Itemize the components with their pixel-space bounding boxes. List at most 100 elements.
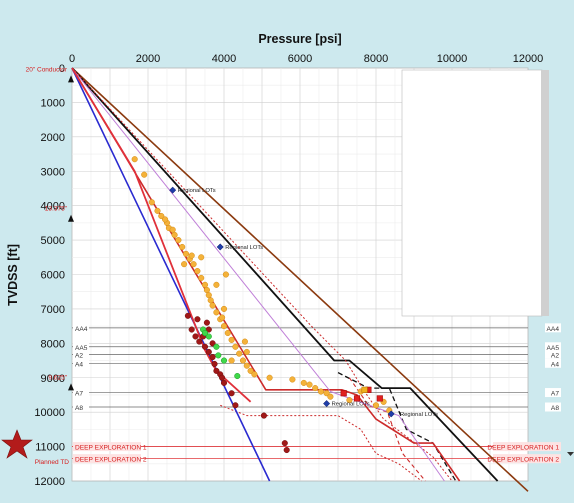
data-point xyxy=(215,352,222,359)
series-line xyxy=(220,404,422,482)
data-point xyxy=(232,402,239,409)
data-point xyxy=(232,343,239,350)
data-point xyxy=(266,374,273,381)
casing-markers: 20" Conductor 13.375" 9.625" xyxy=(26,66,74,391)
horizon-label-bg xyxy=(73,388,89,398)
data-point xyxy=(203,319,210,326)
y-tick-label: 7000 xyxy=(41,304,65,316)
data-point xyxy=(251,371,258,378)
data-point xyxy=(131,156,138,163)
casing-label: 20" Conductor xyxy=(26,66,68,73)
data-point xyxy=(353,395,361,402)
horizon-label-left: A2 xyxy=(75,352,83,359)
horizon-label-bg xyxy=(73,454,141,464)
y-tick-label: 10000 xyxy=(34,407,65,419)
data-point xyxy=(323,400,331,408)
casing-triangle-icon xyxy=(68,75,74,83)
data-point xyxy=(162,216,169,223)
data-point xyxy=(306,381,313,388)
series-line xyxy=(71,67,529,492)
data-point xyxy=(196,338,203,345)
data-point xyxy=(243,348,250,355)
data-point xyxy=(182,250,190,257)
y-tick-label: 8000 xyxy=(41,338,65,350)
data-point xyxy=(243,362,250,369)
data-point xyxy=(289,376,296,383)
series-line xyxy=(71,67,252,403)
data-point xyxy=(241,338,248,345)
data-point xyxy=(192,333,199,340)
planned-td-label: Planned TD xyxy=(35,459,70,466)
casing-triangle-icon xyxy=(68,214,74,222)
data-point xyxy=(154,207,161,214)
data-point xyxy=(198,254,205,261)
horizon-label-left: A4 xyxy=(75,361,83,368)
horizon-label-bg xyxy=(545,349,561,359)
data-point xyxy=(228,357,235,364)
data-point xyxy=(190,261,197,268)
horizon-label-right: DEEP EXPLORATION 2 xyxy=(487,457,559,464)
data-point xyxy=(216,243,224,251)
horizon-label-bg xyxy=(73,358,89,368)
x-tick-label: 0 xyxy=(69,53,75,65)
casing-label: 13.375" xyxy=(45,206,68,213)
horizon-label-right: A4 xyxy=(551,361,559,368)
x-tick-label: 10000 xyxy=(437,53,468,65)
x-tick-label: 8000 xyxy=(364,53,388,65)
y-tick-label: 11000 xyxy=(35,442,65,454)
data-point xyxy=(205,348,212,355)
data-point xyxy=(209,302,216,309)
x-tick-label: 4000 xyxy=(212,53,236,65)
data-point xyxy=(220,323,228,330)
data-point xyxy=(203,286,210,294)
star-icon xyxy=(1,429,33,459)
data-point xyxy=(239,357,247,364)
data-point xyxy=(198,274,205,281)
legend-panel xyxy=(401,69,543,317)
data-point xyxy=(228,336,235,343)
data-point xyxy=(247,367,254,374)
data-point xyxy=(188,326,195,333)
horizon-label-bg xyxy=(493,454,561,464)
horizon-label-left: A7 xyxy=(75,391,83,398)
data-point xyxy=(158,212,165,220)
y-tick-label: 2000 xyxy=(41,132,65,144)
data-point xyxy=(175,237,182,244)
data-point xyxy=(236,350,243,357)
chevron-down-icon xyxy=(567,452,574,456)
legend-scrollbar[interactable] xyxy=(541,70,549,316)
data-point xyxy=(220,357,228,364)
series-line xyxy=(71,67,445,482)
horizon-label-bg xyxy=(73,323,89,333)
data-point xyxy=(194,316,201,323)
annotation-label: Regional LOTs xyxy=(332,402,370,408)
data-point xyxy=(220,305,228,312)
horizon-label-right: A2 xyxy=(551,352,559,359)
horizon-label-right: AA4 xyxy=(547,326,560,333)
horizon-label-left: A8 xyxy=(75,405,83,412)
data-point xyxy=(184,312,191,319)
data-point xyxy=(220,379,228,386)
annotation-label: Regional LOTs xyxy=(400,412,438,418)
y-tick-label: 3000 xyxy=(41,166,65,178)
data-point xyxy=(207,297,214,304)
data-point xyxy=(211,360,218,368)
data-point xyxy=(169,186,177,194)
data-point xyxy=(209,354,216,361)
data-point xyxy=(372,402,380,409)
data-point xyxy=(317,388,324,395)
horizon-label-bg xyxy=(545,388,561,398)
data-point xyxy=(327,393,334,400)
series-line xyxy=(71,67,461,482)
right-scroll-arrow[interactable] xyxy=(567,452,574,456)
data-point xyxy=(205,333,212,340)
data-point xyxy=(312,385,319,392)
data-point xyxy=(228,390,235,397)
y-tick-label: 6000 xyxy=(41,270,65,282)
horizon-label-bg xyxy=(73,402,89,412)
horizon-label-bg xyxy=(73,342,89,352)
data-point xyxy=(194,268,201,275)
